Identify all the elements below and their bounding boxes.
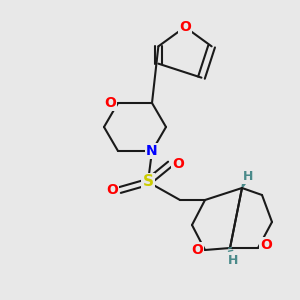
Text: O: O	[179, 20, 191, 34]
Text: H: H	[228, 254, 238, 266]
Text: O: O	[260, 238, 272, 252]
Text: S: S	[142, 175, 154, 190]
Text: O: O	[172, 157, 184, 171]
Text: O: O	[104, 96, 116, 110]
Text: O: O	[106, 183, 118, 197]
Text: N: N	[146, 144, 158, 158]
Polygon shape	[242, 172, 252, 188]
Text: H: H	[243, 169, 253, 182]
Text: O: O	[191, 243, 203, 257]
